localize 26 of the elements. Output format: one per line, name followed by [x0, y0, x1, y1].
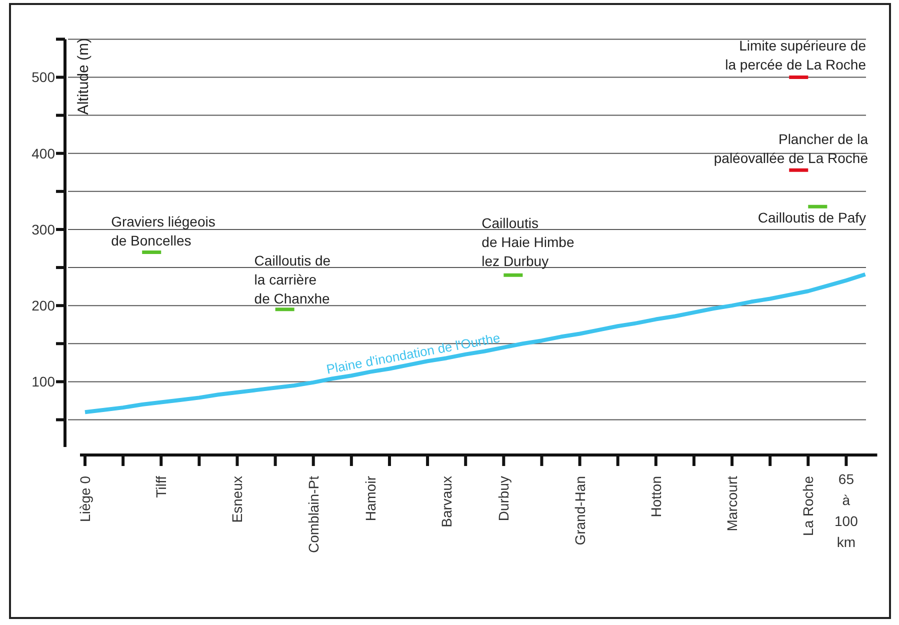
series-label: Cailloutis de Haie Himbe lez Durbuy	[482, 215, 574, 270]
y-tick-label: 300	[32, 221, 56, 238]
x-tick-label: Marcourt	[724, 476, 740, 532]
x-tick-label: Hamoir	[362, 476, 378, 522]
x-tick-label: Grand-Han	[572, 476, 588, 546]
x-tick-label: Hotton	[648, 476, 664, 518]
x-axis-title: 65 à 100 km	[834, 471, 858, 550]
series-label: Cailloutis de Pafy	[758, 210, 866, 226]
x-tick-label: Durbuy	[496, 476, 512, 522]
series-label: Limite supérieure de la percée de La Roche	[725, 37, 866, 72]
x-tick-label: Esneux	[229, 476, 246, 523]
series-label: Cailloutis de la carrière de Chanxhe	[254, 252, 331, 306]
x-tick-label: Tilff	[153, 476, 170, 498]
x-tick-label: La Roche	[800, 476, 816, 536]
y-tick-label: 200	[32, 297, 56, 314]
series-label: Graviers liégeois de Boncelles	[111, 213, 216, 248]
y-tick-label: 100	[32, 374, 56, 390]
x-tick-label: Barvaux	[438, 476, 455, 528]
line-series	[83, 272, 868, 414]
series-label: Plancher de la paléovallée de La Roche	[714, 131, 868, 166]
y-tick-label: 500	[32, 69, 56, 86]
x-tick-label: Liège 0	[77, 476, 93, 522]
x-tick-label: Comblain-Pt	[305, 476, 322, 554]
y-tick-label: 400	[32, 145, 56, 162]
y-axis-title: Altitude (m)	[75, 38, 92, 115]
text: Plaine d'inondation de l'Ourthe	[325, 330, 502, 377]
